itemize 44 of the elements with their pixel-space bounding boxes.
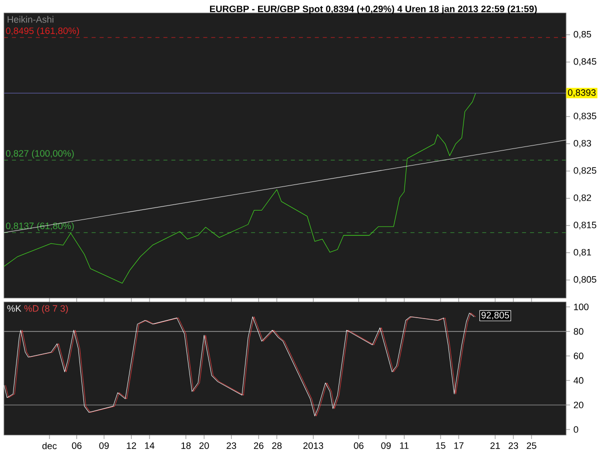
ref-line-label: 0,8495 (161,80%)	[6, 27, 79, 36]
y-tick-label: 20	[574, 402, 584, 408]
y-tick-label: 0,85	[574, 30, 592, 39]
x-tick-label: 09	[99, 442, 109, 449]
y-tick-label: 60	[574, 352, 584, 360]
y-tick-label: 0,82	[574, 194, 592, 202]
y-tick-label: 100	[574, 304, 589, 310]
annotation: Heikin-Ashi	[8, 16, 54, 23]
x-tick-label: 06	[72, 442, 82, 449]
series-label: %K	[7, 305, 22, 312]
x-tick-label: 06	[354, 442, 364, 449]
y-tick-label: 0	[574, 426, 578, 433]
x-tick-label: 14	[145, 442, 154, 449]
y-tick-label: 0,825	[574, 167, 596, 175]
x-tick-label: 21	[490, 442, 500, 449]
ref-line-label: 0,8137 (61,80%)	[6, 222, 74, 231]
chart-title: EURGBP - EUR/GBP Spot 0,8394 (+0,29%) 4 Uren 18 jan 2013 22:59 (21:59)	[210, 5, 537, 14]
line-series	[4, 93, 476, 284]
x-tick-label: 18	[181, 442, 191, 449]
x-tick-label: 20	[199, 442, 209, 449]
y-tick-label: 0,815	[574, 222, 596, 230]
x-tick-label: 26	[254, 442, 264, 449]
x-tick-label: 11	[400, 442, 409, 449]
x-tick-label: 25	[526, 442, 536, 449]
x-tick-label: 28	[272, 442, 282, 449]
series-label: %D (8 7 3)	[24, 304, 68, 314]
ref-line-label: 0,827 (100,00%)	[6, 150, 74, 159]
x-tick-label: 15	[436, 442, 446, 449]
y-tick-label: 0,83	[574, 140, 592, 148]
y-tick-label: 0,81	[574, 248, 592, 257]
x-tick-label: 23	[508, 442, 518, 449]
annotation: 92,805	[481, 312, 510, 320]
x-tick-label: 12	[126, 442, 136, 449]
x-tick-label: dec	[42, 442, 57, 450]
x-tick-label: 23	[226, 442, 236, 449]
y-tick-label: 80	[574, 328, 584, 335]
y-tick-label: 0,835	[574, 112, 596, 120]
ref-line-label: 0,8393	[568, 89, 596, 97]
y-tick-label: 0,805	[574, 276, 596, 284]
x-tick-label: 09	[381, 442, 391, 449]
y-tick-label: 40	[574, 377, 584, 384]
y-tick-label: 0,845	[574, 58, 596, 66]
x-tick-label: 17	[454, 442, 464, 449]
x-tick-label: 2013	[303, 442, 324, 449]
